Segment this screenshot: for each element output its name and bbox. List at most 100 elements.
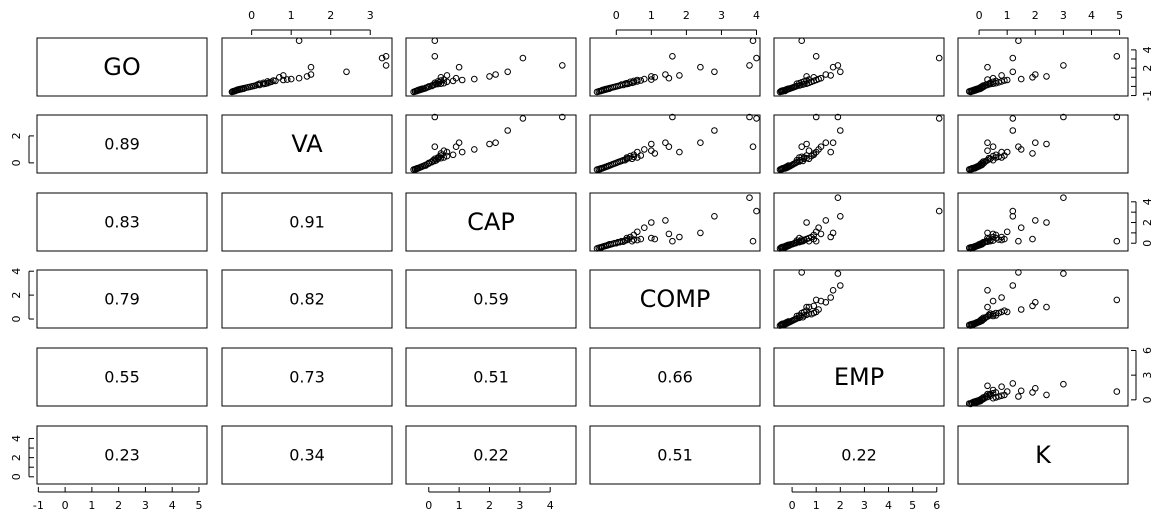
point-go-k-30 — [989, 78, 997, 86]
point-go-cap-41 — [492, 71, 499, 78]
bottom-tick-label-emp-2: 2 — [837, 499, 844, 512]
point-comp-emp-38 — [810, 302, 818, 310]
point-go-va-45 — [378, 54, 386, 62]
top-tick-label-va-1: 1 — [288, 9, 295, 22]
bottom-tick-label-go-6: 5 — [195, 499, 202, 512]
point-go-cap-45 — [519, 54, 527, 62]
bottom-tick-label-go-3: 2 — [115, 499, 122, 512]
point-va-emp-47 — [798, 143, 806, 150]
top-tick-label-comp-4: 4 — [753, 9, 760, 22]
point-go-k-41 — [1032, 71, 1039, 78]
correlation-va-go: 0.89 — [104, 135, 140, 154]
point-va-k-32 — [992, 151, 1000, 159]
point-va-cap-45 — [519, 115, 527, 122]
point-va-k-39 — [1043, 140, 1050, 148]
left-tick-label-va-0: 0 — [10, 159, 23, 166]
variable-label-k: K — [1035, 441, 1052, 469]
point-comp-k-42 — [1009, 282, 1017, 289]
point-go-va-36 — [287, 75, 295, 83]
point-va-emp-42 — [837, 127, 844, 134]
point-cap-comp-30 — [627, 233, 634, 241]
point-va-comp-34 — [634, 148, 641, 156]
point-va-k-46 — [1113, 113, 1121, 121]
point-go-cap-38 — [437, 74, 445, 81]
point-cap-k-34 — [1003, 228, 1011, 236]
right-tick-label-cap-2: 4 — [1141, 198, 1154, 205]
point-cap-k-31 — [998, 236, 1005, 244]
bottom-tick-label-go-0: -1 — [33, 499, 44, 512]
point-va-cap-40 — [443, 148, 451, 156]
panel-cap-cap — [405, 192, 577, 252]
point-va-k-38 — [1029, 150, 1036, 157]
point-comp-k-35 — [984, 303, 991, 311]
point-go-va-42 — [343, 68, 350, 76]
point-go-cap-46 — [431, 53, 439, 60]
point-comp-k-19 — [978, 315, 986, 323]
bottom-tick-label-cap-2: 2 — [486, 499, 493, 512]
point-go-cap-37 — [452, 74, 460, 82]
point-cap-emp-35 — [805, 234, 813, 242]
point-va-cap-47 — [431, 143, 439, 150]
point-comp-k-41 — [1032, 299, 1039, 306]
point-cap-k-32 — [992, 231, 1000, 239]
point-cap-k-44 — [1060, 194, 1067, 201]
point-va-comp-39 — [648, 140, 655, 148]
correlation-cap-go: 0.83 — [104, 213, 140, 232]
point-va-cap-38 — [437, 150, 445, 157]
point-va-cap-41 — [492, 139, 499, 146]
point-cap-k-43 — [984, 229, 991, 237]
point-cap-k-36 — [1017, 224, 1025, 231]
variable-label-comp: COMP — [640, 285, 711, 313]
point-emp-k-37 — [989, 386, 997, 394]
variable-label-go: GO — [103, 53, 141, 81]
point-va-comp-45 — [753, 115, 760, 122]
point-va-k-47 — [1015, 143, 1022, 150]
point-va-cap-36 — [471, 146, 478, 153]
point-go-cap-44 — [559, 62, 566, 69]
panel-go-va — [221, 37, 393, 97]
point-go-va-47 — [295, 37, 303, 45]
point-comp-k-46 — [1113, 296, 1121, 304]
panel-k-cap — [405, 425, 577, 485]
point-cap-emp-43 — [829, 229, 837, 237]
bottom-tick-label-emp-6: 6 — [933, 499, 940, 512]
point-cap-k-47 — [1015, 237, 1022, 245]
point-comp-emp-35 — [805, 303, 813, 311]
panel-k-emp — [773, 425, 945, 485]
point-cap-k-40 — [998, 233, 1005, 241]
top-tick-label-va-0: 0 — [248, 9, 255, 22]
bottom-tick-label-emp-5: 5 — [909, 499, 916, 512]
point-va-comp-30 — [627, 152, 634, 160]
right-tick-label-go-1: 2 — [1141, 65, 1154, 72]
point-go-emp-39 — [803, 73, 810, 80]
point-go-comp-44 — [746, 62, 753, 69]
point-va-comp-40 — [676, 148, 683, 156]
bottom-tick-label-emp-3: 3 — [861, 499, 868, 512]
panel-emp-emp — [773, 347, 945, 407]
point-go-cap-47 — [431, 37, 439, 45]
point-cap-comp-44 — [746, 194, 753, 201]
variable-label-va: VA — [291, 130, 323, 158]
point-emp-k-31 — [998, 392, 1005, 400]
panel-k-k — [957, 425, 1129, 485]
point-comp-k-21 — [980, 314, 987, 322]
point-va-emp-38 — [810, 150, 818, 157]
point-comp-k-37 — [989, 297, 997, 305]
point-comp-k-39 — [1043, 303, 1050, 311]
point-cap-comp-43 — [697, 229, 704, 237]
point-go-va-41 — [307, 71, 315, 78]
point-go-k-43 — [984, 63, 991, 71]
point-go-k-33 — [1001, 77, 1008, 84]
point-va-emp-37 — [817, 143, 825, 150]
point-go-va-43 — [307, 63, 315, 71]
point-go-va-39 — [303, 73, 311, 80]
point-go-k-40 — [998, 72, 1005, 79]
point-va-cap-46 — [431, 113, 439, 121]
point-go-va-38 — [276, 74, 283, 81]
point-va-cap-26 — [437, 154, 445, 162]
left-tick-label-va-1: 2 — [10, 132, 23, 139]
bottom-tick-label-go-5: 4 — [169, 499, 176, 512]
panel-go-go — [36, 37, 208, 97]
point-cap-k-39 — [1043, 219, 1050, 226]
